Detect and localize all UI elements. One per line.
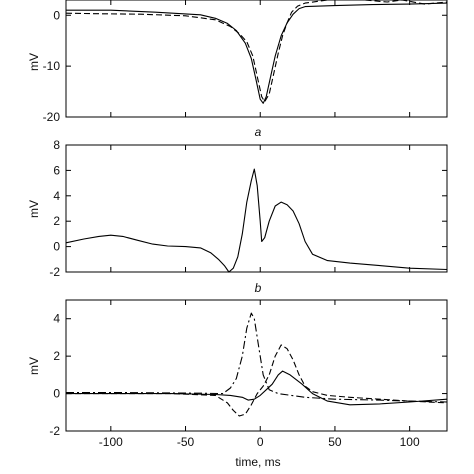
y-tick-label: 0 [53,387,60,401]
ylabel-c: mV [27,357,41,375]
y-tick-label: -20 [43,110,61,124]
ticks-a: -20 -10 0 [43,0,447,124]
panel-label-a: a [255,125,262,139]
y-tick-label: -2 [49,424,60,438]
series-group-b [65,168,448,273]
y-tick-label: 2 [53,349,60,363]
ylabel-b: mV [27,200,41,218]
panel-a: mV a -20 -10 0 [27,0,448,139]
y-tick-label: 6 [53,163,60,177]
y-tick-label: -2 [49,265,60,279]
series-line-dashdot [66,312,448,403]
ylabel-a: mV [27,53,41,71]
x-tick-label: -50 [177,435,195,449]
x-tick-label: 100 [400,435,420,449]
panel-b: mV b -2 0 2 4 6 8 [27,138,448,295]
series-group-c [66,312,448,417]
panel-c: mV time, ms -2 0 2 4 -100 -50 0 50 100 [27,299,448,469]
y-tick-label: 0 [53,240,60,254]
series-line-solid [66,2,448,104]
y-tick-label: 4 [53,312,60,326]
plot-frame-a [65,0,448,118]
y-tick-label: 0 [53,8,60,22]
plot-frame-b [65,144,448,273]
xlabel-c: time, ms [235,455,280,469]
x-tick-label: 50 [328,435,342,449]
y-tick-label: 4 [53,189,60,203]
series-line-solid [65,168,448,273]
panel-label-b: b [255,281,262,295]
series-line-dashed [65,0,448,103]
x-tick-label: 0 [257,435,264,449]
ticks-b: -2 0 2 4 6 8 [49,138,447,279]
series-line-dashed [66,344,448,417]
series-line-solid [66,370,448,406]
plot-frame-c [65,299,448,432]
y-tick-label: 8 [53,138,60,152]
series-group-a [65,0,448,104]
y-tick-label: 2 [53,214,60,228]
ticks-c: -2 0 2 4 -100 -50 0 50 100 [49,300,447,449]
y-tick-label: -10 [43,59,61,73]
x-tick-label: -100 [99,435,123,449]
